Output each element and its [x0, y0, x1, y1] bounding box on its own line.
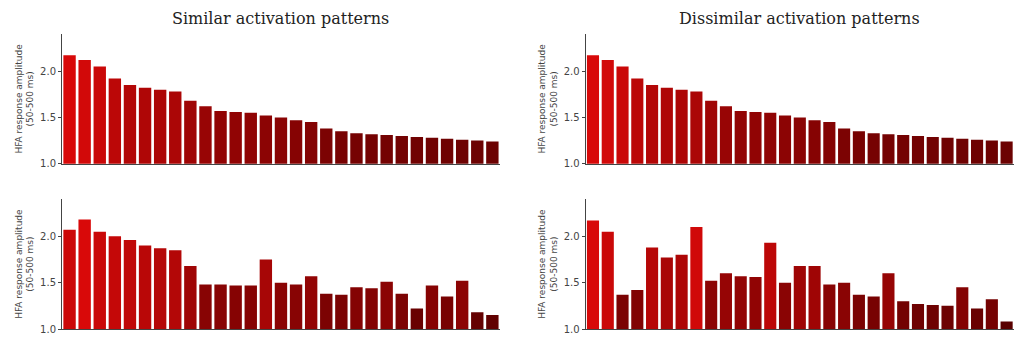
svg-text:2.0: 2.0 [564, 66, 580, 77]
svg-text:Similar activation patterns: Similar activation patterns [172, 9, 389, 28]
svg-text:HFA response amplitude(50-500: HFA response amplitude(50-500 ms) [14, 209, 36, 319]
svg-text:1.5: 1.5 [40, 277, 56, 288]
svg-text:1.0: 1.0 [40, 324, 56, 335]
svg-text:1.0: 1.0 [564, 324, 580, 335]
svg-text:2.0: 2.0 [40, 231, 56, 242]
svg-text:1.5: 1.5 [40, 112, 56, 123]
svg-text:2.0: 2.0 [564, 231, 580, 242]
svg-text:Dissimilar activation patterns: Dissimilar activation patterns [679, 9, 920, 28]
svg-text:1.0: 1.0 [40, 158, 56, 169]
svg-text:HFA response amplitude(50-500: HFA response amplitude(50-500 ms) [537, 44, 559, 154]
svg-text:1.0: 1.0 [564, 158, 580, 169]
svg-text:1.5: 1.5 [564, 277, 580, 288]
svg-text:2.0: 2.0 [40, 66, 56, 77]
svg-text:HFA response amplitude(50-500: HFA response amplitude(50-500 ms) [537, 209, 559, 319]
svg-text:HFA response amplitude(50-500: HFA response amplitude(50-500 ms) [14, 44, 36, 154]
svg-text:1.5: 1.5 [564, 112, 580, 123]
